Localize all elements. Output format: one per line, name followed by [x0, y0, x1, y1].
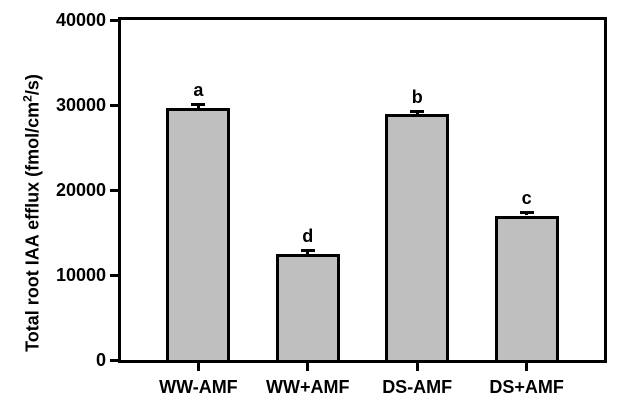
x-axis-tick-label: DS+AMF [489, 377, 564, 397]
x-axis-tick-label: WW-AMF [159, 377, 238, 397]
x-axis-tick [415, 363, 419, 371]
x-axis-tick [196, 363, 200, 371]
significance-letter: b [411, 86, 423, 107]
y-axis-tick-label: 40000 [55, 10, 106, 30]
y-axis-tick [110, 188, 118, 192]
error-bar-stem [306, 251, 310, 254]
y-axis-tick [110, 18, 118, 22]
error-bar-cap [410, 109, 425, 113]
significance-letter: c [521, 187, 532, 208]
error-bar-stem [415, 111, 419, 115]
error-bar-stem [525, 212, 529, 216]
significance-letter: a [193, 80, 204, 100]
significance-letter: d [302, 226, 314, 247]
error-bar-cap [300, 249, 315, 253]
error-bar-stem [196, 105, 200, 108]
bar-WW+AMF [275, 253, 340, 360]
y-axis-tick [110, 103, 118, 107]
bar-DS-AMF [385, 114, 450, 360]
bar-DS+AMF [494, 215, 559, 360]
y-axis-title-suffix: /s) [22, 74, 43, 96]
x-axis-tick [525, 363, 529, 371]
y-axis-tick-label: 30000 [55, 95, 106, 115]
y-axis-tick-label: 20000 [55, 180, 106, 200]
y-axis-tick [110, 273, 118, 277]
x-axis-tick-label: DS-AMF [382, 377, 453, 397]
x-axis-tick [306, 363, 310, 371]
error-bar-cap [191, 103, 206, 106]
y-axis-tick-label: 10000 [55, 265, 106, 285]
bar-WW-AMF [166, 107, 231, 360]
error-bar-cap [519, 210, 534, 214]
x-axis-tick-label: WW+AMF [266, 377, 350, 397]
y-axis-title-text: Total root IAA efflux (fmol/cm [22, 101, 43, 352]
y-axis-tick [110, 358, 118, 362]
y-axis-tick-label: 0 [95, 350, 106, 370]
plot-area: a d b c [121, 20, 604, 360]
plot-frame: a d b c [118, 17, 607, 363]
